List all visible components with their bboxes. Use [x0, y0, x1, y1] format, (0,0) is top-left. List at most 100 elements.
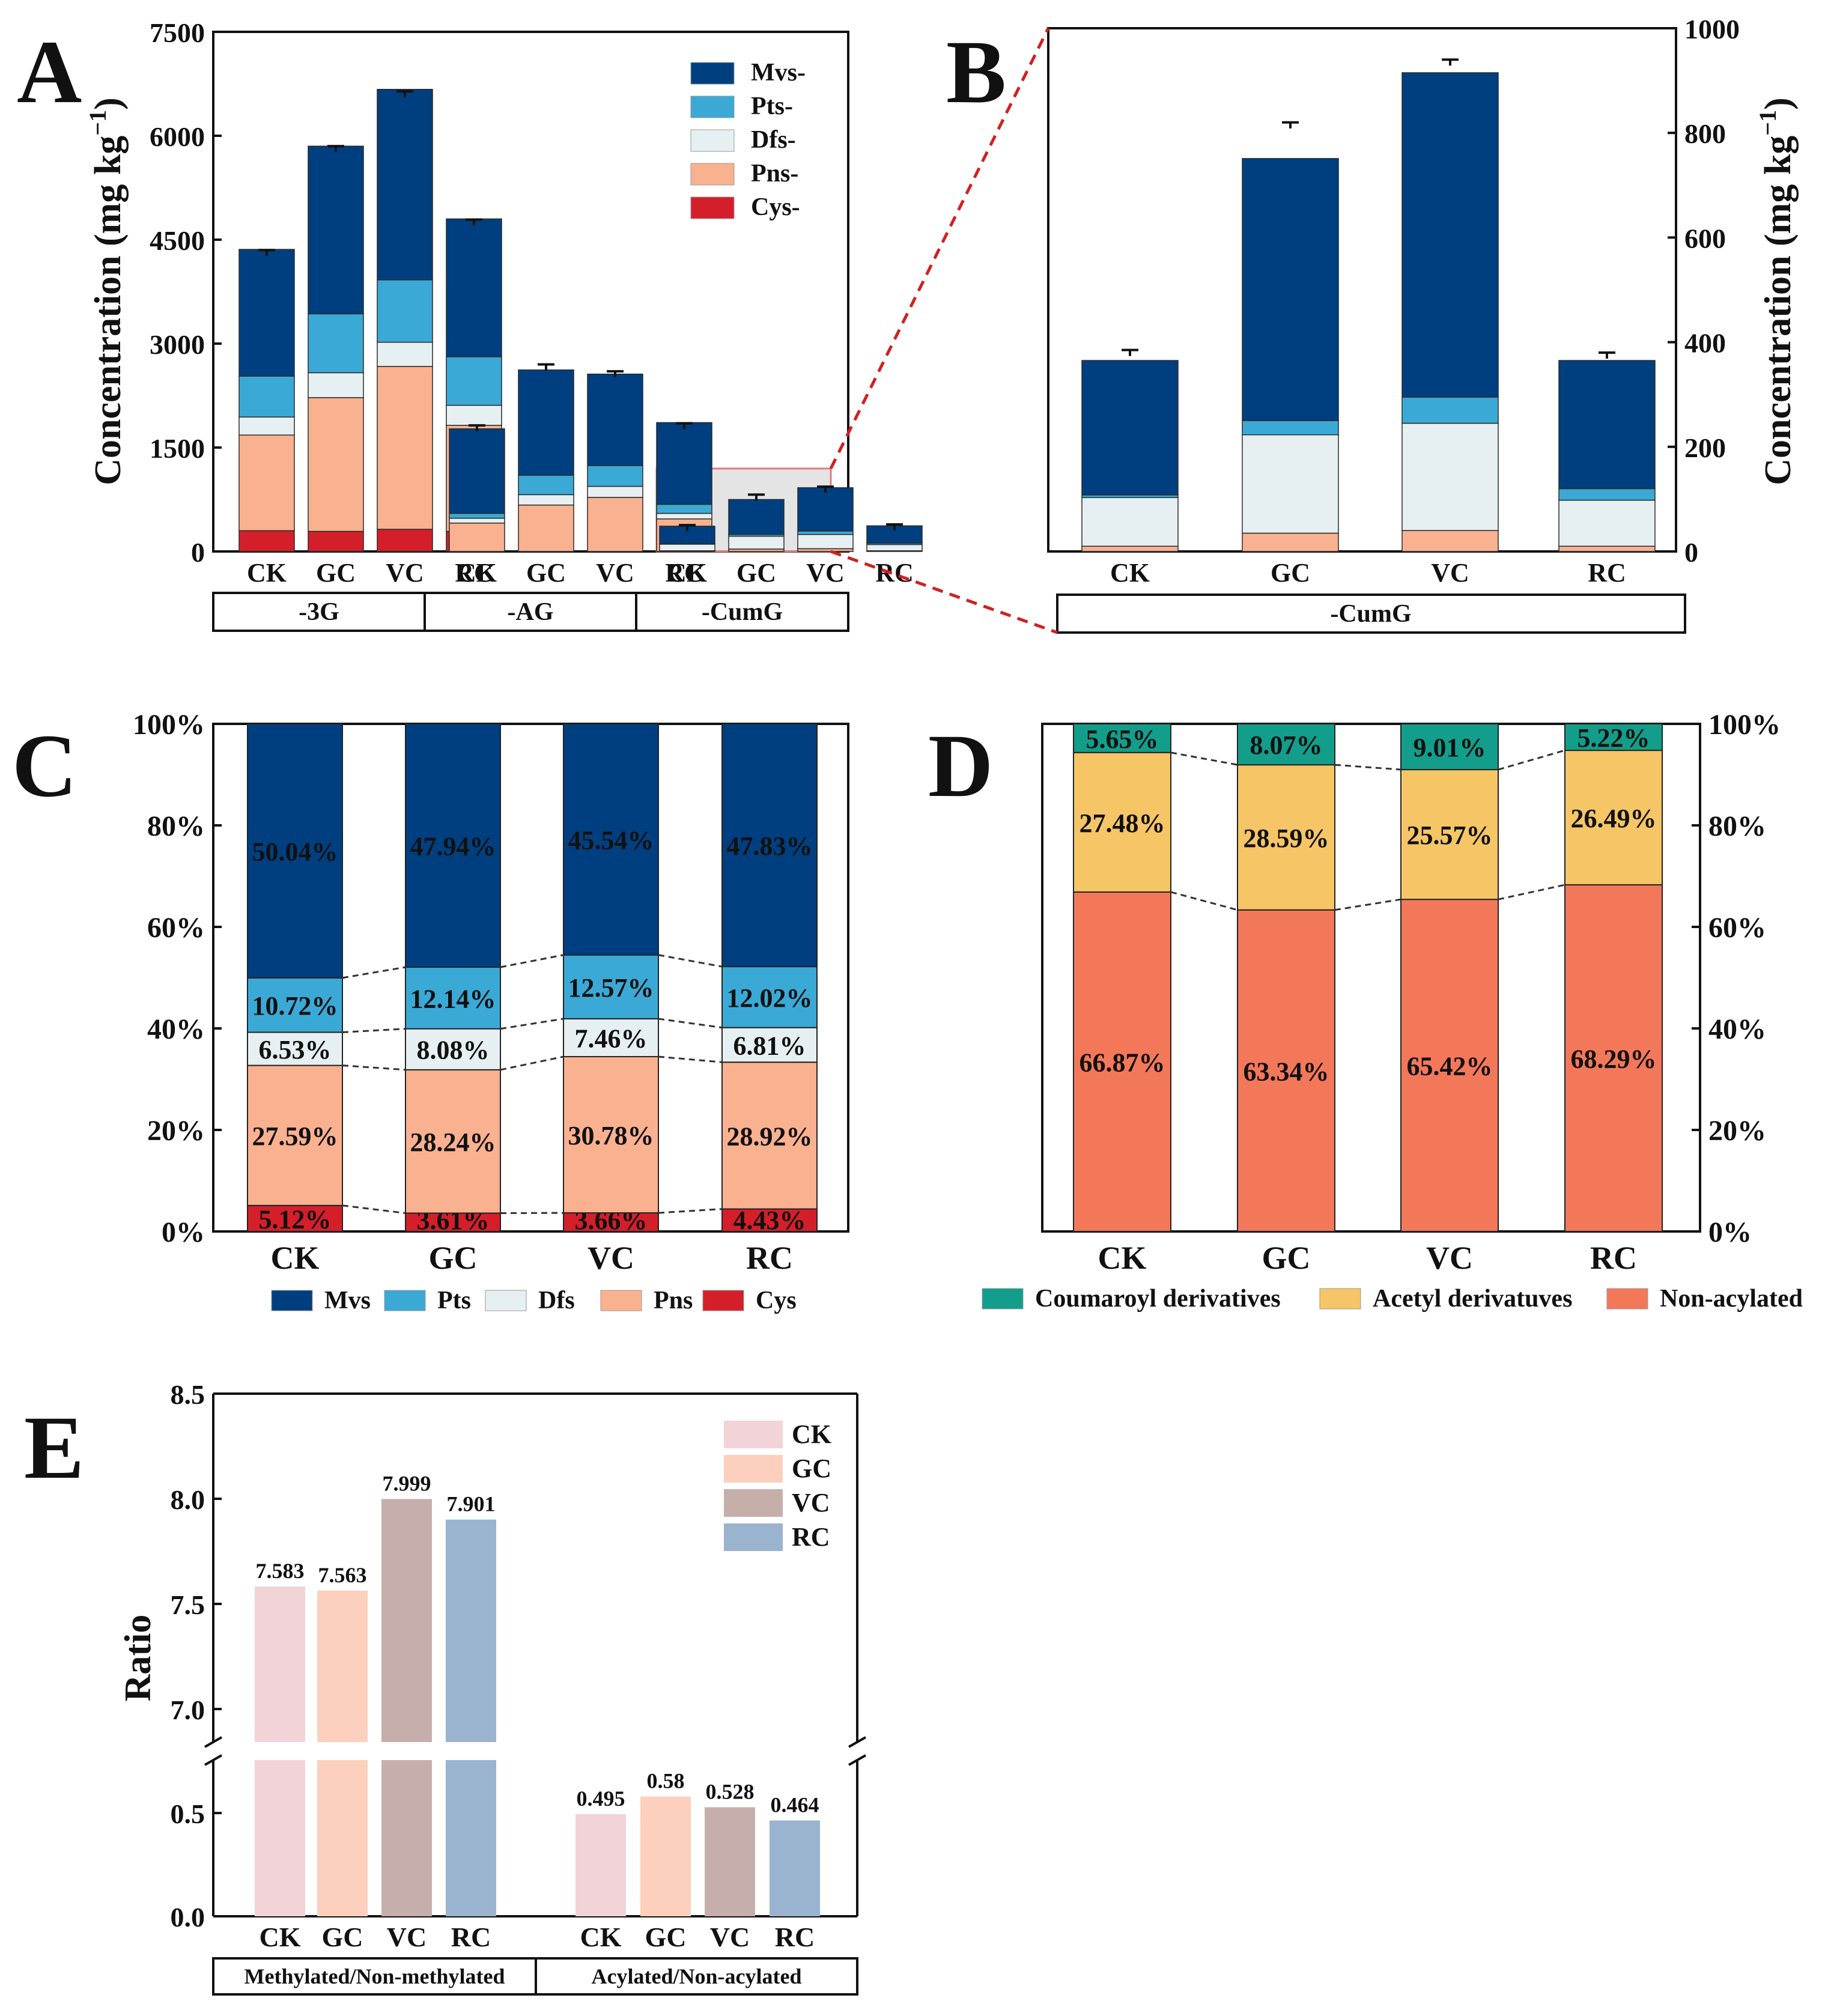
panel-d-connector-line [1498, 749, 1565, 771]
panel-d-frame [1041, 723, 1701, 1233]
panel-a-bar-segment [518, 475, 574, 496]
panel-a-bar-segment [238, 434, 295, 532]
panel-e-break-mark [848, 1736, 866, 1748]
panel-a-bar-segment [866, 544, 923, 551]
zoom-connector-bottom [830, 550, 1058, 634]
panel-e-bar [705, 1807, 755, 1916]
panel-a-xtick-label: GC [316, 558, 356, 587]
panel-a-legend-swatch [690, 129, 735, 152]
panel-a-bar-segment [449, 517, 505, 524]
panel-c-xtick-label: VC [588, 1240, 634, 1276]
panel-c-bar-segment [247, 1204, 343, 1232]
panel-a-ylabel-sup: −1 [84, 110, 111, 136]
panel-a-legend-label: Pts- [751, 93, 793, 120]
panel-c-data-label: 6.81% [733, 1031, 806, 1060]
panel-c-data-label: 5.12% [259, 1204, 332, 1234]
panel-a-bar-segment [377, 366, 433, 530]
panel-d-data-label: 5.65% [1086, 724, 1159, 754]
panel-d-legend-label: Non-acylated [1660, 1285, 1803, 1313]
panel-a-xtick-label: CK [247, 558, 287, 587]
panel-d-bar-segment [1400, 723, 1499, 771]
panel-e-ytick-label: 7.0 [171, 1695, 205, 1725]
panel-a-bar-segment [656, 512, 712, 520]
panel-e-ytick-label: 8.0 [171, 1484, 205, 1515]
panel-d-xtick-label: RC [1590, 1240, 1637, 1276]
panel-c-data-label: 50.04% [252, 837, 338, 866]
panel-d-bar-segment [1237, 909, 1335, 1232]
panel-a-bar-segment [797, 487, 854, 532]
panel-b-bar-segment [1081, 545, 1179, 552]
panel-a-bar-segment [238, 249, 295, 377]
panel-c-connector-line [658, 1018, 723, 1029]
panel-c-data-label: 6.53% [259, 1035, 332, 1064]
panel-label-d: D [928, 716, 993, 816]
panel-c-bar-segment [247, 723, 343, 979]
panel-e-bar [770, 1820, 820, 1916]
panel-c-bar-segment [405, 723, 501, 968]
panel-a-bar-segment [446, 356, 502, 406]
panel-a-ytick-label: 6000 [150, 121, 205, 152]
panel-b-ytick-label: 1000 [1684, 14, 1740, 44]
panel-a-bar-segment [656, 503, 712, 514]
panel-c-xtick-label: RC [746, 1240, 793, 1276]
panel-a-ytick-label: 1500 [150, 433, 205, 464]
panel-a-bar-segment [728, 499, 785, 535]
panel-a-bar-segment [518, 369, 574, 476]
panel-d-bar-segment [1237, 723, 1335, 766]
panel-d-legend-swatch [1319, 1288, 1361, 1310]
panel-c-xtick-label: GC [429, 1240, 478, 1276]
panel-c-bar-segment [405, 1069, 501, 1214]
panel-d-bar-segment [1400, 899, 1499, 1233]
panel-d-ytick-label: 80% [1708, 810, 1766, 842]
panel-e-ytick-label: 8.5 [171, 1379, 205, 1410]
panel-e-group-label: Acylated/Non-acylated [592, 1964, 802, 1988]
panel-c-chart: 0% 20% 40% 60% 80% 100% 5.12% 27.59% 6.53% 10.72%… [133, 709, 849, 1314]
panel-b-bar-segment [1242, 158, 1339, 421]
panel-e-xtick-label: VC [387, 1922, 427, 1952]
panel-e-group-label: Methylated/Non-methylated [244, 1964, 505, 1988]
panel-c-data-label: 27.59% [252, 1122, 338, 1151]
zoom-connector-top [829, 27, 1050, 470]
panel-d-data-label: 65.42% [1407, 1052, 1493, 1081]
panel-c-connector-line [342, 1028, 406, 1033]
panel-e-ytick-label: 0.5 [171, 1799, 205, 1829]
panel-a-bar-segment [377, 341, 433, 367]
panel-b-frame [1047, 27, 1677, 553]
panel-d-connector-line [1170, 751, 1238, 766]
panel-d-ytick-label: 40% [1708, 1013, 1766, 1045]
panel-b-bar-segment [1081, 360, 1179, 496]
panel-c-bar-segment [247, 1031, 343, 1066]
panel-e-bar [317, 1760, 368, 1916]
panel-b-ylabel-sup: −1 [1754, 110, 1781, 136]
panel-a-legend-swatch [690, 62, 735, 85]
panel-c-legend-label: Pts [437, 1287, 471, 1314]
panel-c-xtick-label: CK [271, 1240, 320, 1276]
panel-a-ytick-label: 0 [191, 537, 205, 568]
panel-d-bar-segment [1237, 764, 1335, 911]
panel-a-xtick-label: VC [596, 558, 634, 587]
panel-a-legend-swatch [690, 196, 735, 219]
panel-b-xtick-label: CK [1110, 558, 1150, 587]
panel-e-legend-swatch [724, 1489, 783, 1517]
panel-c-data-label: 28.24% [410, 1128, 496, 1157]
panel-d-data-label: 9.01% [1414, 733, 1486, 762]
panel-b-bar-segment [1242, 532, 1339, 552]
panel-d-bar-segment [1564, 884, 1663, 1232]
panel-c-data-label: 12.57% [568, 973, 654, 1003]
panel-c-bar-segment [563, 954, 659, 1019]
panel-e-legend-swatch [724, 1523, 783, 1551]
panel-a-xtick-label: RC [875, 558, 914, 587]
panel-e-legend-label: RC [792, 1522, 830, 1552]
panel-c-connector-line [500, 954, 564, 968]
panel-c-data-label: 8.08% [417, 1036, 490, 1065]
panel-b-bar-segment [1558, 360, 1656, 490]
panel-b-bar-segment [1401, 72, 1499, 398]
panel-a-bar-segment [308, 397, 364, 532]
panel-d-connector-line [1334, 764, 1401, 771]
panel-c-data-label: 7.46% [575, 1024, 648, 1053]
panel-e-legend-label: GC [792, 1454, 831, 1483]
panel-e-bar [317, 1590, 368, 1742]
panel-b-bar-segment [1558, 488, 1656, 501]
panel-a-legend-label: Mvs- [751, 59, 806, 87]
panel-e-xtick-label: GC [322, 1922, 363, 1952]
